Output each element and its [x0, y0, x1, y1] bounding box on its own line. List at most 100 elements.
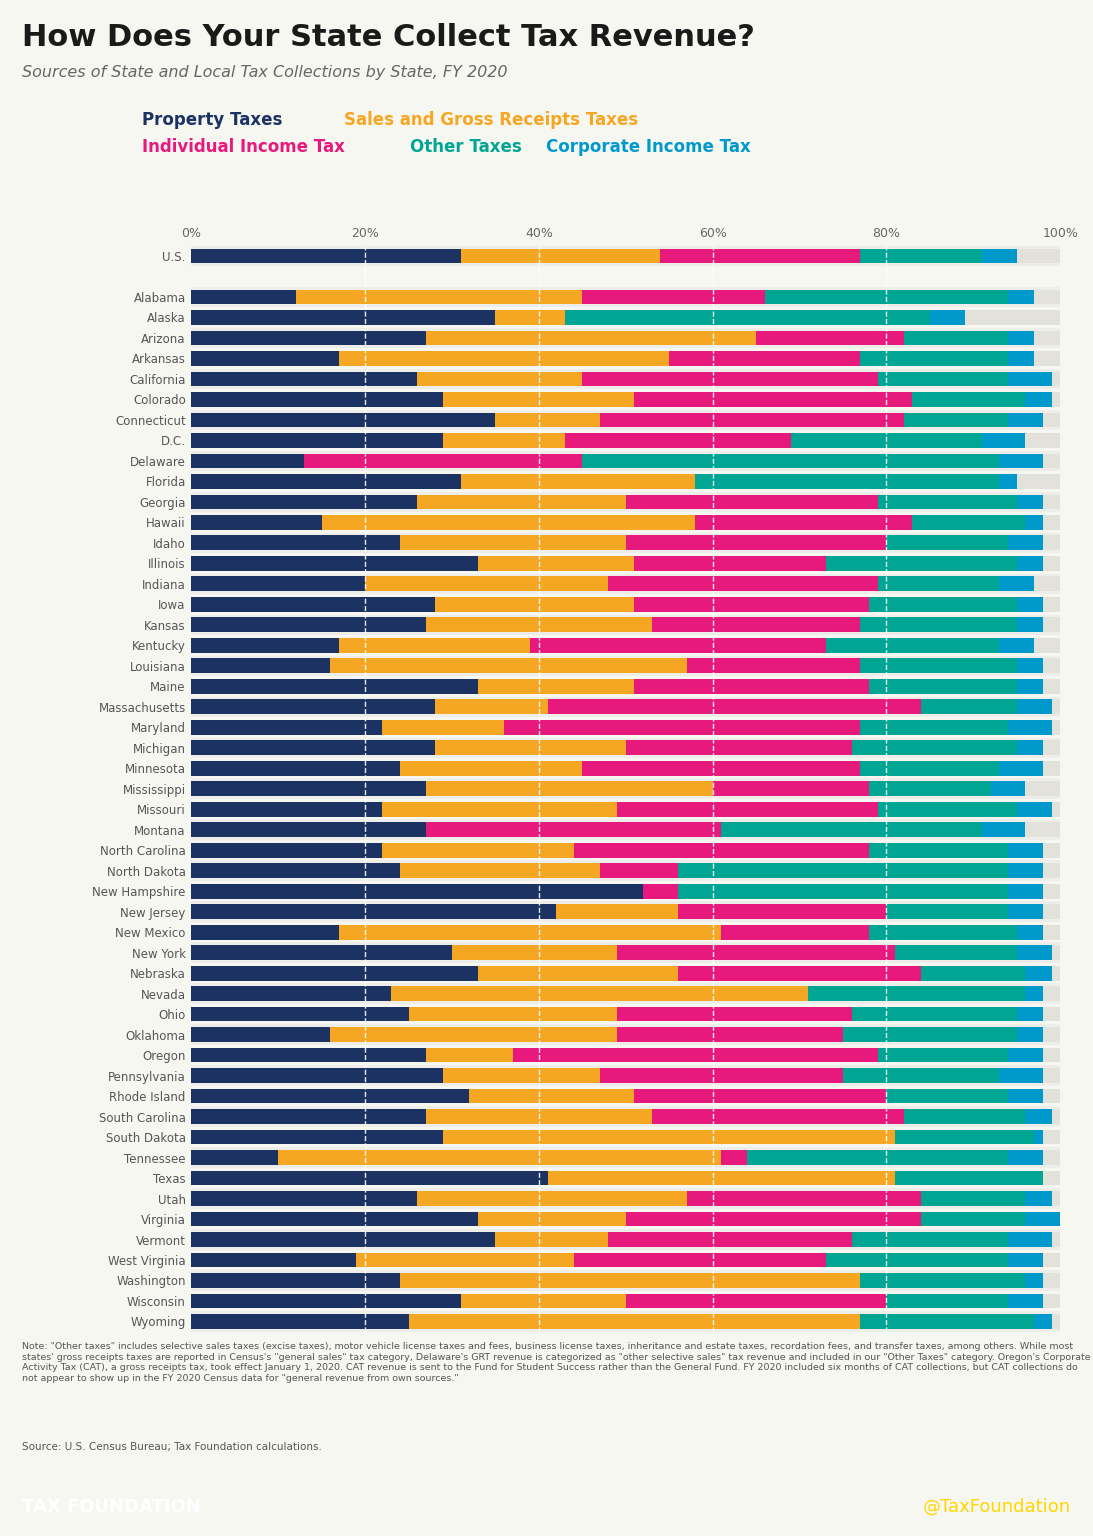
- Bar: [886, 536, 1008, 550]
- Bar: [721, 925, 869, 940]
- Bar: [1025, 392, 1051, 407]
- Bar: [999, 760, 1043, 776]
- Bar: [191, 413, 1060, 427]
- Bar: [869, 925, 1016, 940]
- Bar: [191, 1150, 278, 1164]
- Bar: [583, 760, 860, 776]
- Text: Property Taxes: Property Taxes: [142, 111, 282, 129]
- Bar: [860, 249, 982, 263]
- Bar: [191, 902, 1060, 922]
- Bar: [191, 330, 426, 346]
- Bar: [191, 495, 1060, 510]
- Bar: [191, 1232, 1060, 1247]
- Text: Note: "Other taxes" includes selective sales taxes (excise taxes), motor vehicle: Note: "Other taxes" includes selective s…: [22, 1342, 1091, 1382]
- Bar: [765, 290, 1008, 304]
- Bar: [478, 966, 678, 980]
- Bar: [1016, 740, 1043, 756]
- Bar: [495, 1232, 609, 1247]
- Bar: [191, 594, 1060, 614]
- Text: Corporate Income Tax: Corporate Income Tax: [546, 138, 751, 157]
- Bar: [191, 966, 1060, 980]
- Bar: [191, 330, 1060, 346]
- Bar: [678, 966, 921, 980]
- Bar: [904, 413, 1008, 427]
- Bar: [191, 1212, 1060, 1226]
- Bar: [191, 492, 1060, 511]
- Bar: [869, 843, 1008, 857]
- Bar: [460, 249, 660, 263]
- Bar: [860, 1273, 1025, 1287]
- Bar: [191, 1189, 1060, 1209]
- Bar: [869, 598, 1016, 611]
- Bar: [895, 945, 1016, 960]
- Bar: [191, 1273, 400, 1287]
- Bar: [1016, 495, 1043, 510]
- Bar: [191, 656, 1060, 676]
- Bar: [191, 699, 435, 714]
- Bar: [191, 925, 339, 940]
- Bar: [435, 598, 634, 611]
- Bar: [556, 905, 678, 919]
- Bar: [400, 1273, 860, 1287]
- Bar: [191, 475, 1060, 488]
- Bar: [886, 1293, 1008, 1309]
- Bar: [191, 1109, 1060, 1124]
- Bar: [191, 945, 1060, 960]
- Bar: [634, 679, 869, 694]
- Bar: [869, 679, 1016, 694]
- Bar: [321, 515, 695, 530]
- Bar: [191, 986, 391, 1001]
- Bar: [191, 720, 1060, 734]
- Bar: [1025, 966, 1051, 980]
- Bar: [669, 352, 860, 366]
- Bar: [851, 740, 1016, 756]
- Bar: [435, 740, 626, 756]
- Bar: [356, 1253, 574, 1267]
- Bar: [191, 472, 1060, 492]
- Bar: [886, 905, 1008, 919]
- Bar: [191, 963, 1060, 983]
- Bar: [191, 1150, 1060, 1164]
- Text: Other Taxes: Other Taxes: [410, 138, 521, 157]
- Bar: [191, 696, 1060, 717]
- Bar: [191, 1273, 1060, 1287]
- Bar: [426, 1048, 513, 1063]
- Bar: [191, 450, 1060, 472]
- Bar: [600, 1068, 843, 1083]
- Bar: [191, 740, 1060, 756]
- Bar: [191, 634, 1060, 656]
- Bar: [1008, 720, 1051, 734]
- Bar: [191, 1250, 1060, 1270]
- Bar: [191, 1315, 409, 1329]
- Bar: [191, 1312, 1060, 1332]
- Bar: [191, 430, 1060, 450]
- Bar: [634, 556, 825, 571]
- Bar: [191, 905, 1060, 919]
- Bar: [191, 1025, 1060, 1044]
- Bar: [1008, 413, 1043, 427]
- Text: Source: U.S. Census Bureau; Tax Foundation calculations.: Source: U.S. Census Bureau; Tax Foundati…: [22, 1442, 321, 1453]
- Bar: [1016, 598, 1043, 611]
- Bar: [530, 637, 825, 653]
- Bar: [860, 1315, 1034, 1329]
- Bar: [191, 1232, 495, 1247]
- Bar: [1025, 1109, 1051, 1124]
- Bar: [999, 637, 1034, 653]
- Bar: [1016, 802, 1051, 817]
- Bar: [643, 883, 678, 899]
- Bar: [982, 822, 1025, 837]
- Bar: [444, 1129, 895, 1144]
- Bar: [191, 679, 478, 694]
- Bar: [191, 617, 1060, 633]
- Bar: [191, 1253, 1060, 1267]
- Bar: [618, 1006, 851, 1021]
- Bar: [1016, 1028, 1043, 1041]
- Bar: [191, 1048, 426, 1063]
- Bar: [504, 720, 860, 734]
- Bar: [191, 1190, 418, 1206]
- Bar: [191, 536, 400, 550]
- Bar: [191, 1315, 1060, 1329]
- Bar: [191, 986, 1060, 1001]
- Bar: [191, 307, 1060, 327]
- Bar: [444, 433, 565, 449]
